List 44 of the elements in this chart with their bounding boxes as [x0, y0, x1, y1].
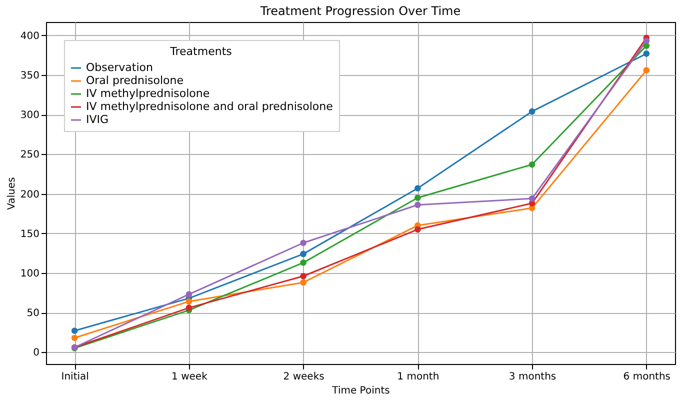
point [300, 240, 306, 246]
point [186, 291, 192, 298]
x-tick-label: 1 month [397, 372, 440, 382]
y-tick-label: 300 [20, 110, 40, 122]
y-tick-label: 150 [20, 228, 40, 240]
y-tick-label: 50 [26, 308, 40, 320]
point [71, 328, 78, 334]
point [300, 260, 306, 266]
legend-title: Treatments [169, 45, 232, 58]
point [528, 161, 536, 168]
point [643, 67, 650, 74]
y-tick-label: 0 [33, 348, 40, 359]
y-tick-label: 350 [20, 70, 40, 82]
point [300, 272, 306, 280]
point [414, 185, 421, 192]
point [414, 226, 421, 233]
point [71, 334, 78, 342]
point [414, 194, 421, 201]
x-tick-label: Initial [61, 372, 89, 382]
legend-label: IV methylprednisolone [86, 87, 210, 100]
y-tick-label: 400 [20, 30, 40, 42]
x-tick-label: 1 week [172, 372, 208, 382]
legend-label: Oral prednisolone [86, 74, 184, 87]
y-tick-label: 250 [20, 150, 40, 161]
point [186, 304, 192, 311]
point [414, 202, 421, 208]
x-axis-title: Time Points [331, 386, 390, 396]
point [528, 108, 536, 115]
legend-label: Observation [86, 61, 154, 74]
point [300, 250, 306, 258]
legend-label: IVIG [86, 113, 109, 126]
x-tick-label: 3 months [508, 372, 556, 382]
point [643, 50, 650, 57]
y-tick-label: 200 [20, 189, 40, 200]
chart-title: Treatment Progression Over Time [259, 4, 461, 18]
point [528, 195, 536, 202]
x-tick-label: 6 months [623, 372, 671, 382]
point [643, 38, 650, 44]
legend-label: IV methylprednisolone and oral prednisolone [86, 100, 334, 113]
y-axis-title: Values [6, 177, 18, 210]
y-tick-label: 100 [20, 268, 40, 280]
point [186, 298, 192, 305]
x-tick-label: 2 weeks [283, 372, 324, 382]
point [300, 279, 306, 286]
